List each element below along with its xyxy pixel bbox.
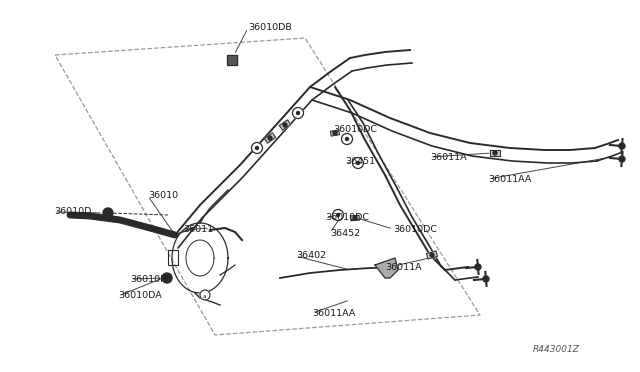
Text: 36011A: 36011A bbox=[385, 263, 422, 273]
Text: 36010: 36010 bbox=[148, 192, 178, 201]
Circle shape bbox=[483, 276, 489, 282]
Polygon shape bbox=[280, 120, 291, 130]
Circle shape bbox=[255, 147, 259, 150]
Text: 36010D: 36010D bbox=[54, 208, 92, 217]
Text: 36010DA: 36010DA bbox=[118, 292, 162, 301]
Text: a: a bbox=[202, 294, 205, 298]
Text: 36010H: 36010H bbox=[130, 275, 167, 283]
Circle shape bbox=[356, 161, 360, 164]
Circle shape bbox=[296, 112, 300, 115]
Polygon shape bbox=[351, 215, 360, 221]
Text: 36011AA: 36011AA bbox=[488, 174, 531, 183]
Text: 36010DC: 36010DC bbox=[393, 224, 437, 234]
Circle shape bbox=[283, 123, 287, 127]
Circle shape bbox=[346, 138, 349, 141]
Polygon shape bbox=[264, 133, 276, 143]
Circle shape bbox=[200, 290, 210, 300]
Circle shape bbox=[475, 264, 481, 270]
Text: R443001Z: R443001Z bbox=[533, 346, 580, 355]
Circle shape bbox=[337, 214, 339, 217]
Text: 36011A: 36011A bbox=[430, 153, 467, 161]
Circle shape bbox=[619, 143, 625, 149]
Circle shape bbox=[493, 151, 497, 155]
Circle shape bbox=[268, 136, 272, 140]
Polygon shape bbox=[375, 258, 398, 278]
Polygon shape bbox=[227, 55, 237, 65]
Text: 36452: 36452 bbox=[330, 228, 360, 237]
Text: 36010DC: 36010DC bbox=[333, 125, 377, 135]
Circle shape bbox=[333, 131, 337, 135]
Circle shape bbox=[103, 208, 113, 218]
Circle shape bbox=[292, 108, 303, 119]
Polygon shape bbox=[426, 251, 438, 259]
Circle shape bbox=[430, 253, 434, 257]
Circle shape bbox=[333, 209, 344, 221]
Text: 36451: 36451 bbox=[345, 157, 375, 167]
Circle shape bbox=[252, 142, 262, 154]
Text: 36011: 36011 bbox=[183, 225, 213, 234]
Polygon shape bbox=[490, 150, 500, 156]
Text: 36011AA: 36011AA bbox=[312, 308, 355, 317]
Circle shape bbox=[342, 134, 353, 144]
Text: 36010DC: 36010DC bbox=[325, 214, 369, 222]
Circle shape bbox=[353, 216, 357, 220]
Polygon shape bbox=[330, 130, 340, 136]
Text: 36402: 36402 bbox=[296, 251, 326, 260]
Circle shape bbox=[619, 156, 625, 162]
Text: 36010DB: 36010DB bbox=[248, 23, 292, 32]
Circle shape bbox=[353, 157, 364, 169]
Circle shape bbox=[162, 273, 172, 283]
